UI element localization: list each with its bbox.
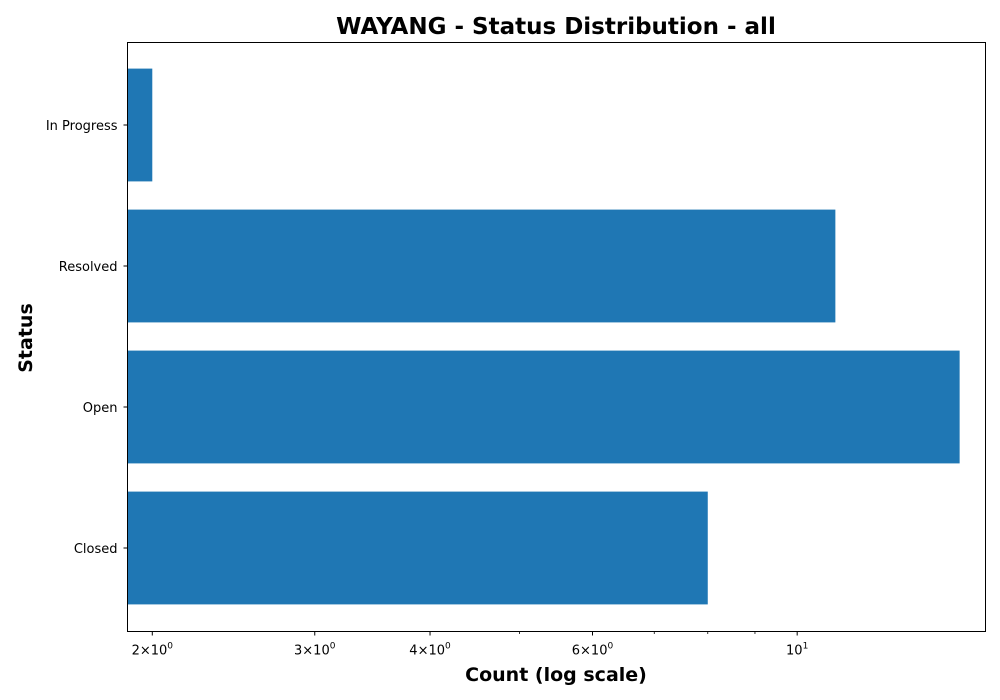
y-axis-label: Status	[15, 303, 37, 373]
x-tick-label: 4×100	[409, 642, 451, 659]
bar-resolved	[127, 209, 836, 323]
bar-closed	[127, 491, 708, 605]
x-axis-label: Count (log scale)	[465, 664, 647, 686]
x-axis-ticks: 2×100 3×100 4×100 6×100 101	[132, 631, 808, 659]
bar-open	[127, 350, 960, 464]
y-tick-label: In Progress	[46, 119, 118, 134]
x-tick-label: 3×100	[294, 642, 336, 659]
plot-frame	[127, 42, 986, 632]
y-tick-label: Closed	[74, 542, 118, 557]
x-tick-label: 101	[786, 642, 808, 659]
bars-group	[127, 68, 960, 605]
bar-in-progress	[127, 68, 153, 182]
chart-title: WAYANG - Status Distribution - all	[336, 14, 776, 40]
y-axis-ticks: Closed Open Resolved In Progress	[46, 119, 128, 557]
x-tick-label: 2×100	[132, 642, 174, 659]
y-tick-label: Open	[83, 401, 118, 416]
x-tick-label: 6×100	[572, 642, 614, 659]
y-tick-label: Resolved	[59, 260, 118, 275]
